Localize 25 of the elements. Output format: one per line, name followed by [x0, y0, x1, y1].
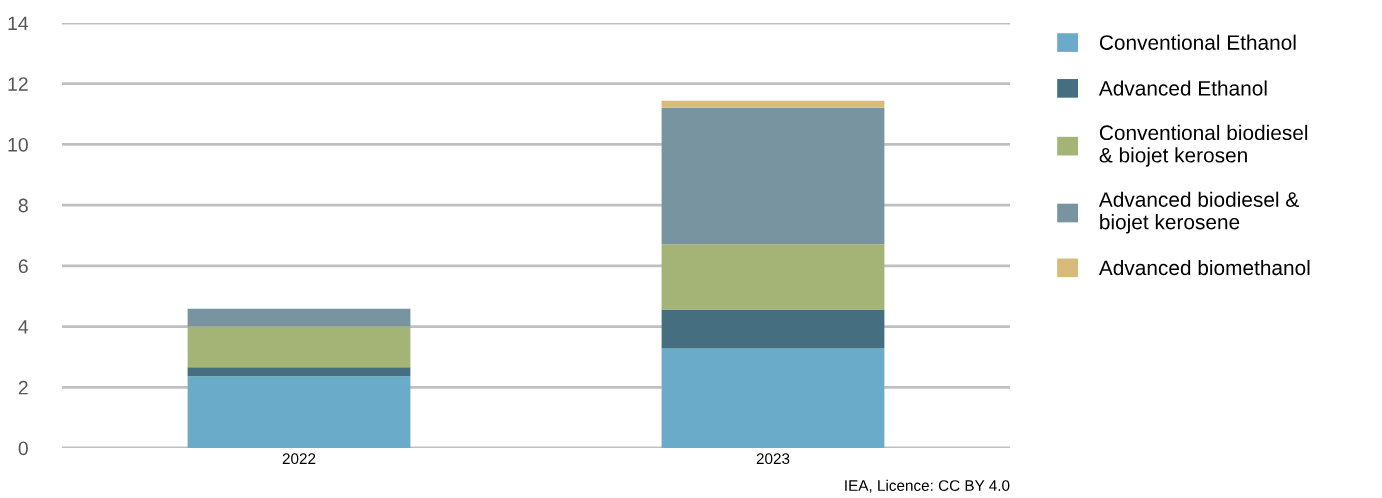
x-tick-label: 2022	[282, 453, 316, 465]
y-tick-label: 0	[18, 441, 28, 456]
y-tick-label: 6	[18, 259, 28, 274]
y-tick-label: 14	[8, 16, 29, 31]
legend-label: Conventional Ethanol	[1099, 34, 1296, 50]
y-tick-label: 4	[18, 320, 29, 334]
text: IEA, Licence: CC BY 4.0	[845, 479, 1010, 493]
bar	[661, 309, 885, 349]
bar	[661, 107, 885, 245]
y-tick-label: 2	[18, 380, 28, 395]
legend-label: Advanced biodiesel & biojet kerosene	[1098, 191, 1299, 234]
x-tick-label: 2023	[756, 453, 790, 465]
y-tick-label: 10	[8, 137, 28, 152]
bar	[187, 367, 411, 377]
legend-label: Conventional biodiesel & biojet kerosen	[1099, 124, 1308, 167]
bar	[187, 376, 411, 448]
legend-label: Advanced biomethanol	[1098, 259, 1310, 276]
bar	[661, 348, 885, 448]
bar	[661, 100, 885, 108]
bar	[187, 326, 411, 368]
bar	[187, 308, 411, 327]
y-tick-label: 8	[18, 198, 28, 213]
bar	[661, 244, 885, 310]
y-tick-label: 12	[8, 77, 28, 91]
legend-label: Advanced Ethanol	[1098, 80, 1267, 96]
